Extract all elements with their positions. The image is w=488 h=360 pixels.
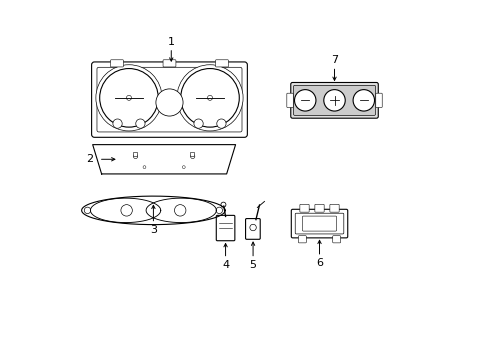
FancyBboxPatch shape [299, 204, 308, 212]
Circle shape [96, 65, 162, 131]
Circle shape [249, 224, 256, 231]
FancyBboxPatch shape [295, 213, 343, 234]
Text: 1: 1 [167, 37, 174, 47]
FancyBboxPatch shape [329, 204, 339, 212]
FancyBboxPatch shape [245, 219, 260, 239]
FancyBboxPatch shape [302, 216, 336, 231]
Circle shape [323, 90, 345, 111]
Bar [190, 152, 194, 156]
Circle shape [126, 95, 131, 100]
FancyBboxPatch shape [91, 62, 247, 137]
Circle shape [221, 202, 225, 207]
Circle shape [156, 89, 183, 116]
FancyBboxPatch shape [375, 93, 382, 108]
Text: 5: 5 [249, 260, 256, 270]
Circle shape [174, 204, 185, 216]
Text: 7: 7 [330, 55, 337, 65]
FancyBboxPatch shape [286, 93, 293, 108]
Circle shape [113, 119, 122, 128]
Circle shape [294, 90, 315, 111]
Circle shape [207, 95, 212, 100]
Circle shape [181, 68, 239, 127]
Circle shape [216, 119, 225, 128]
FancyBboxPatch shape [314, 204, 324, 212]
FancyBboxPatch shape [163, 60, 176, 67]
Text: 2: 2 [86, 154, 94, 164]
Circle shape [136, 119, 145, 128]
Circle shape [100, 68, 158, 127]
FancyBboxPatch shape [293, 85, 375, 115]
Circle shape [352, 90, 374, 111]
Circle shape [194, 119, 203, 128]
Text: 4: 4 [222, 260, 229, 270]
Text: 6: 6 [315, 258, 323, 268]
Circle shape [121, 204, 132, 216]
FancyBboxPatch shape [290, 82, 378, 118]
Text: 3: 3 [150, 225, 157, 235]
FancyBboxPatch shape [291, 209, 347, 238]
Circle shape [84, 207, 91, 213]
Circle shape [216, 207, 222, 213]
FancyBboxPatch shape [110, 60, 123, 67]
FancyBboxPatch shape [215, 60, 228, 67]
FancyBboxPatch shape [332, 236, 340, 243]
FancyBboxPatch shape [97, 67, 242, 132]
FancyBboxPatch shape [216, 215, 234, 241]
Bar [133, 152, 137, 156]
FancyBboxPatch shape [298, 236, 305, 243]
Circle shape [177, 65, 243, 131]
